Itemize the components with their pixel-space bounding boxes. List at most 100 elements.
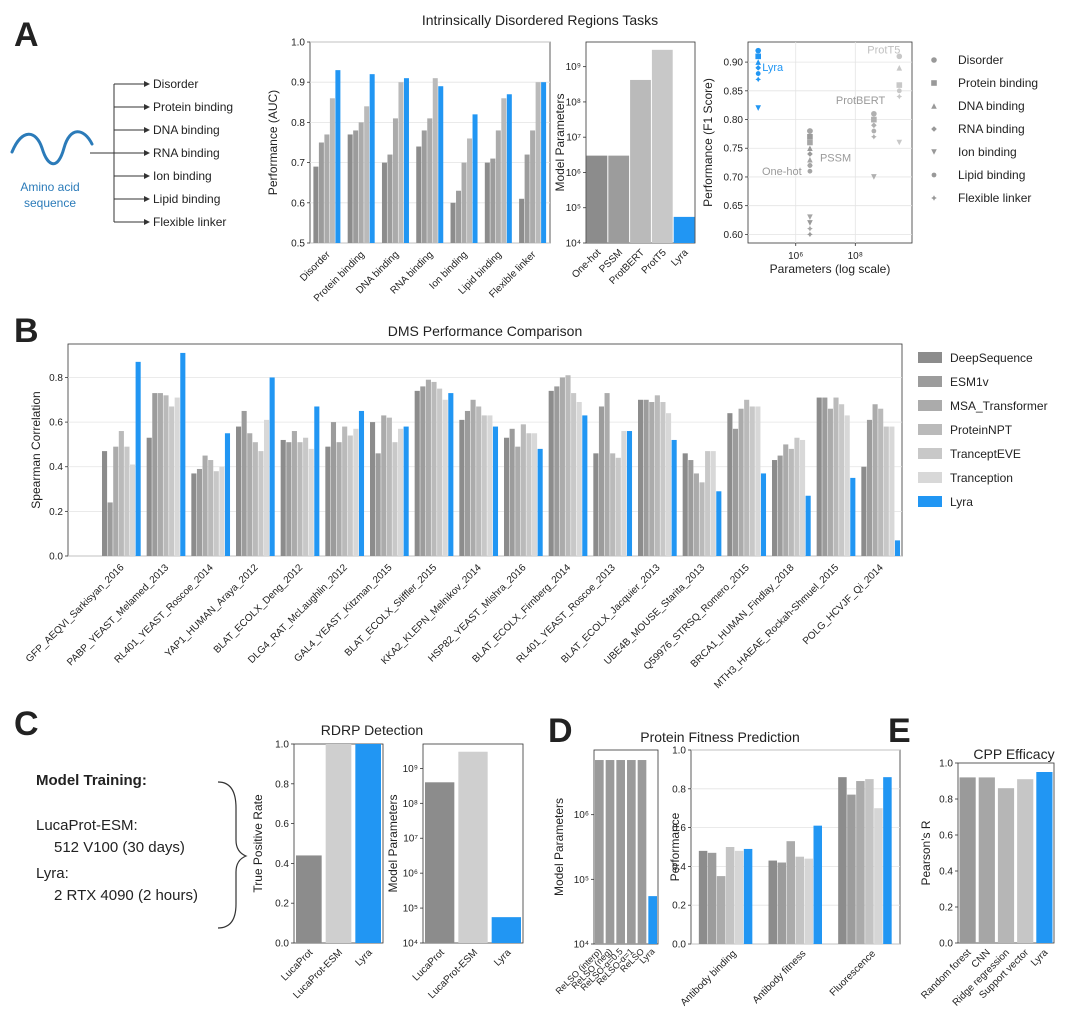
cpp-bar xyxy=(959,777,976,943)
arrow-head-icon xyxy=(144,127,150,133)
dms-bar xyxy=(476,406,482,556)
dms-bar xyxy=(219,466,225,556)
task-label: Disorder xyxy=(153,77,198,91)
fitness-perf-bar xyxy=(813,825,822,944)
idr-scatter-legend-label: Flexible linker xyxy=(958,191,1031,205)
idr-scatter-xtick-label: 10⁶ xyxy=(788,251,803,262)
dms-bar xyxy=(437,388,443,556)
training-model-2: Lyra: xyxy=(36,865,69,882)
training-brace xyxy=(217,781,248,929)
arrow-head-icon xyxy=(144,196,150,202)
fitness-perf-bar xyxy=(768,860,777,944)
fitness-perf-xtick-label: Antibody fitness xyxy=(751,948,809,1006)
dms-bar xyxy=(548,390,554,556)
idr-scatter-ytick-label: 0.85 xyxy=(724,86,744,97)
dms-bar xyxy=(196,468,203,556)
dms-bar xyxy=(431,381,437,556)
dms-bar xyxy=(509,428,515,556)
dms-bar xyxy=(487,415,493,556)
dms-legend-swatch xyxy=(918,400,942,411)
dms-legend: DeepSequence ESM1v MSA_Transformer ProteinN… xyxy=(918,351,1048,509)
idr-auc-bar xyxy=(427,118,433,243)
arrow-head-icon xyxy=(144,81,150,87)
fitness-perf-ytick-label: 0.8 xyxy=(672,784,686,795)
task-label: Protein binding xyxy=(153,100,233,114)
rdrp-tpr-bar xyxy=(296,855,322,943)
dms-legend-swatch xyxy=(918,448,942,459)
dms-bar xyxy=(236,426,242,556)
dms-bar xyxy=(788,448,794,556)
rdrp-tpr-ytick-label: 0.4 xyxy=(275,859,289,870)
rdrp-tpr-ytick-label: 0.6 xyxy=(275,819,289,830)
dms-bar xyxy=(800,439,806,556)
idr-params-bar xyxy=(651,49,673,244)
cpp-ytick-label: 0.8 xyxy=(939,795,953,806)
dms-ylabel: Spearman Correlation xyxy=(29,391,43,508)
dms-bar xyxy=(638,399,644,556)
fitness-params-frame xyxy=(593,749,659,945)
task-label: Flexible linker xyxy=(153,215,226,229)
dms-bar xyxy=(705,451,711,556)
dms-bar xyxy=(844,415,850,556)
fitness-perf-bar xyxy=(804,858,813,944)
training-model-1: LucaProt-ESM: xyxy=(36,817,138,834)
idr-scatter-model-label: One-hot xyxy=(762,166,802,178)
dms-bar xyxy=(526,433,532,556)
charts-layer: 0.5 0.6 0.7 0.8 0.9 1.0 Performance (AUC) Disor… xyxy=(24,38,1055,1009)
idr-auc-bar xyxy=(524,154,530,243)
dms-bar xyxy=(286,442,292,556)
panel-letter-b: B xyxy=(14,312,39,350)
dms-legend-label: MSA_Transformer xyxy=(950,399,1048,413)
idr-params-axes: 10⁴ 10⁵ 10⁶ 10⁷ 10⁸ 10⁹ Model Parameters One-ho… xyxy=(553,41,696,287)
cpp-bar xyxy=(1017,779,1034,943)
dms-bar xyxy=(291,431,297,556)
idr-scatter-model-label: Lyra xyxy=(762,62,784,74)
training-info: Model Training: LucaProt-ESM: 512 V100 (… xyxy=(36,772,248,929)
marker-triangle xyxy=(931,103,937,109)
fitness-perf-bar xyxy=(883,777,892,944)
dms-bar xyxy=(370,422,376,556)
idr-schematic: Amino acid sequence Disorder Protein bind… xyxy=(10,77,233,229)
dms-bar xyxy=(102,451,108,556)
panel-d-title: Protein Fitness Prediction xyxy=(640,729,800,745)
idr-scatter-ytick-label: 0.75 xyxy=(724,144,744,155)
panel-letter-d: D xyxy=(548,712,573,750)
dms-bar xyxy=(386,417,392,556)
panel-letter-e: E xyxy=(888,712,911,750)
dms-bar xyxy=(571,393,577,556)
dms-bar xyxy=(755,406,761,556)
marker-dot xyxy=(807,168,813,174)
marker-star xyxy=(807,231,813,238)
dms-bar xyxy=(598,406,605,556)
fitness-perf-bar xyxy=(838,777,847,944)
dms-bar xyxy=(420,386,426,556)
fitness-perf-bar xyxy=(743,848,753,944)
fitness-perf-bar xyxy=(707,852,717,944)
dms-bar xyxy=(330,422,337,556)
rdrp-params-ytick-label: 10⁸ xyxy=(403,799,418,810)
dms-bar xyxy=(124,446,130,556)
dms-bar xyxy=(241,410,247,556)
idr-auc-bar xyxy=(450,202,456,243)
rdrp-tpr-bar xyxy=(355,744,381,943)
idr-params-bar xyxy=(673,216,695,243)
dms-ytick-label: 0.6 xyxy=(49,418,63,429)
idr-auc-ytick-label: 0.8 xyxy=(291,118,305,129)
dms-bar xyxy=(224,433,231,556)
dms-bar xyxy=(559,377,565,556)
idr-auc-ytick-label: 1.0 xyxy=(291,38,305,49)
dms-bar xyxy=(727,413,733,556)
rdrp-tpr-ytick-label: 1.0 xyxy=(275,740,289,751)
dms-bar xyxy=(470,399,476,556)
marker-square xyxy=(807,139,813,146)
cpp-title: CPP Efficacy xyxy=(973,746,1054,762)
marker-triangle-down xyxy=(871,174,877,180)
dms-bar xyxy=(610,453,616,556)
dms-bar xyxy=(816,397,822,556)
marker-square xyxy=(807,133,813,140)
training-detail-2: 2 RTX 4090 (2 hours) xyxy=(54,887,198,904)
dms-ytick-label: 0.4 xyxy=(49,462,63,473)
dms-xtick-label: BLAT_ECOLX_Stiffler_2015 xyxy=(343,562,440,659)
